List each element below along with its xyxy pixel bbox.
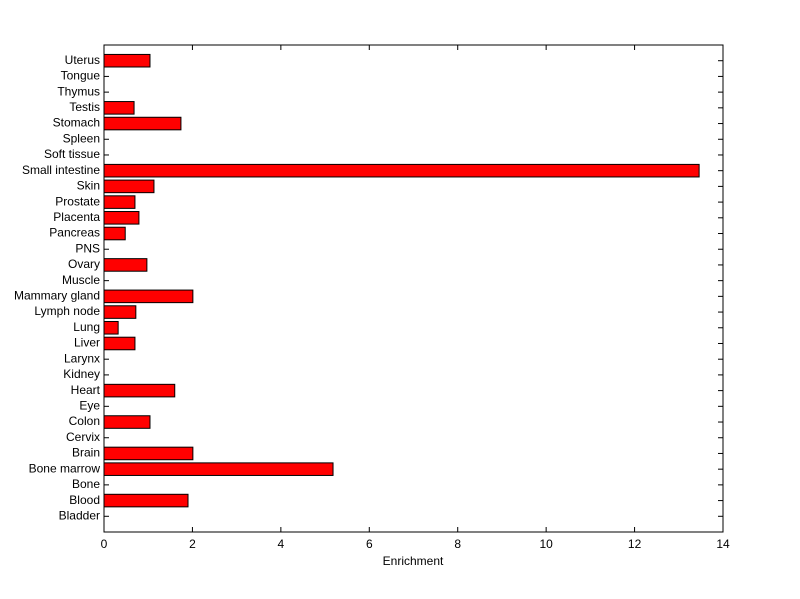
y-tick-label: PNS — [75, 241, 100, 255]
y-tick-label: Blood — [69, 493, 100, 507]
bar — [103, 226, 126, 241]
y-tick-label: Soft tissue — [44, 147, 100, 161]
y-tick-label: Mammary gland — [14, 289, 100, 303]
y-tick-label: Stomach — [53, 116, 100, 130]
bar — [103, 462, 334, 476]
y-tick-label: Uterus — [65, 53, 100, 67]
y-tick-label: Kidney — [63, 367, 100, 381]
y-tick-label: Larynx — [64, 351, 100, 365]
bar — [103, 289, 194, 304]
bar — [103, 305, 137, 319]
y-tick-label: Prostate — [55, 194, 100, 208]
y-tick-label: Bladder — [59, 508, 100, 522]
bar — [103, 211, 140, 225]
y-tick-label: Lung — [73, 320, 100, 334]
bar — [103, 320, 119, 335]
y-tick-label: Small intestine — [22, 163, 100, 177]
x-tick-label: 0 — [101, 537, 108, 551]
bar — [103, 336, 136, 351]
bar — [103, 258, 148, 272]
y-tick-label: Ovary — [68, 257, 100, 271]
x-tick-label: 10 — [539, 537, 553, 551]
y-tick-label: Bone — [72, 477, 100, 491]
y-tick-label: Testis — [69, 100, 100, 114]
y-tick-label: Pancreas — [49, 226, 100, 240]
y-tick-label: Brain — [72, 446, 100, 460]
y-tick-label: Placenta — [53, 210, 100, 224]
x-tick-label: 14 — [716, 537, 730, 551]
bar — [103, 179, 155, 194]
x-tick-label: 12 — [628, 537, 642, 551]
bar — [103, 415, 151, 429]
y-tick-label: Muscle — [62, 273, 100, 287]
y-tick-label: Cervix — [66, 430, 100, 444]
bar — [103, 195, 136, 209]
x-tick-label: 8 — [454, 537, 461, 551]
bar — [103, 446, 194, 461]
x-tick-label: 2 — [189, 537, 196, 551]
bar — [103, 493, 189, 508]
x-tick-label: 4 — [278, 537, 285, 551]
y-tick-label: Bone marrow — [29, 461, 101, 475]
x-axis-label: Enrichment — [383, 554, 444, 568]
plot-frame — [103, 44, 724, 533]
y-tick-label: Heart — [71, 383, 101, 397]
bar — [103, 101, 135, 115]
y-tick-label: Liver — [74, 336, 100, 350]
y-tick-label: Colon — [69, 414, 100, 428]
y-tick-label: Skin — [77, 179, 100, 193]
bar — [103, 163, 700, 178]
x-tick-label: 6 — [366, 537, 373, 551]
bar — [103, 53, 151, 68]
y-tick-label: Lymph node — [34, 304, 100, 318]
y-tick-label: Tongue — [61, 69, 101, 83]
bar — [103, 116, 182, 131]
y-tick-label: Spleen — [63, 131, 100, 145]
bar — [103, 383, 176, 398]
y-tick-label: Thymus — [57, 84, 100, 98]
y-tick-label: Eye — [79, 398, 100, 412]
